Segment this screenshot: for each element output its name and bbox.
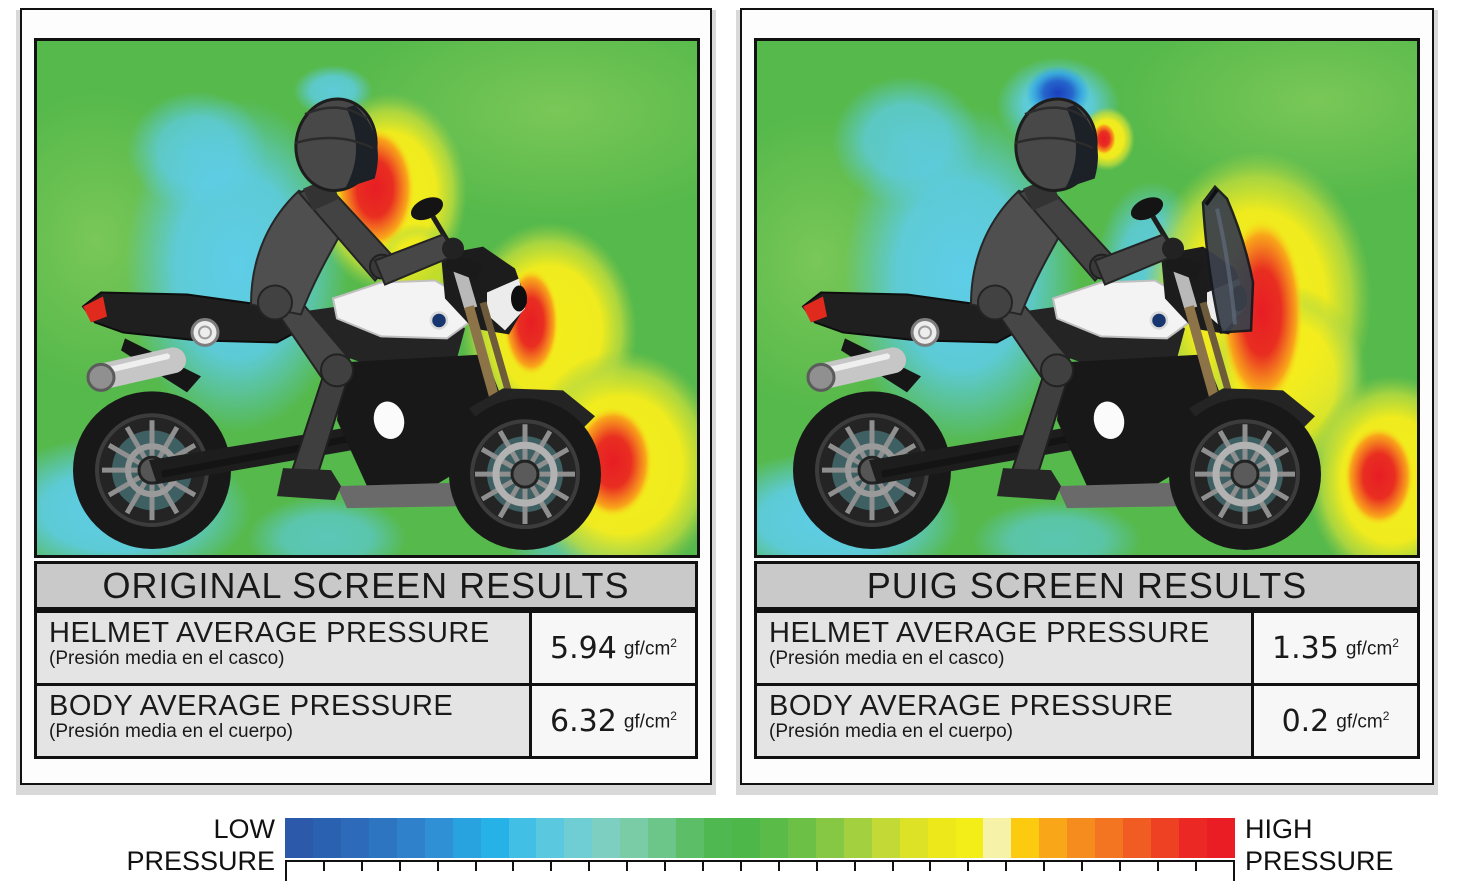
row-sublabel: (Presión media en el cuerpo)	[769, 720, 1013, 742]
pressure-value: 5.94	[550, 630, 617, 666]
panel-title-text: PUIG SCREEN RESULTS	[866, 564, 1308, 606]
results-table-puig: HELMET AVERAGE PRESSURE (Presión media e…	[754, 610, 1420, 759]
row-label: HELMET AVERAGE PRESSURE	[769, 617, 1210, 649]
pressure-value: 1.35	[1272, 630, 1339, 666]
row-label-cell: HELMET AVERAGE PRESSURE (Presión media e…	[37, 613, 529, 683]
pressure-unit: gf/cm2	[1336, 708, 1390, 733]
table-row: BODY AVERAGE PRESSURE (Presión media en …	[757, 683, 1417, 756]
row-sublabel: (Presión media en el casco)	[49, 647, 285, 669]
cfd-image-puig-icon	[757, 41, 1417, 555]
row-label-cell: BODY AVERAGE PRESSURE (Presión media en …	[37, 686, 529, 756]
table-row: HELMET AVERAGE PRESSURE (Presión media e…	[757, 610, 1417, 683]
pressure-value: 0.2	[1281, 703, 1330, 739]
scale-ruler	[285, 860, 1235, 882]
pressure-unit: gf/cm2	[623, 635, 677, 660]
row-sublabel: (Presión media en el casco)	[769, 647, 1005, 669]
pressure-map-puig	[754, 38, 1420, 558]
row-label: BODY AVERAGE PRESSURE	[769, 690, 1174, 722]
high-pressure-label: HIGH PRESSURE	[1245, 814, 1394, 876]
pressure-colorbar	[285, 818, 1235, 858]
row-value-cell: 0.2 gf/cm2	[1251, 686, 1417, 756]
panel-title-text: ORIGINAL SCREEN RESULTS	[102, 564, 630, 606]
panel-puig: PUIG SCREEN RESULTS HELMET AVERAGE PRESS…	[740, 8, 1434, 785]
row-value-cell: 5.94 gf/cm2	[529, 613, 695, 683]
panel-title-puig: PUIG SCREEN RESULTS	[754, 561, 1420, 610]
pressure-unit: gf/cm2	[1345, 635, 1399, 660]
results-table-original: HELMET AVERAGE PRESSURE (Presión media e…	[34, 610, 698, 759]
pressure-map-original	[34, 38, 700, 558]
pressure-value: 6.32	[550, 703, 617, 739]
row-label: BODY AVERAGE PRESSURE	[49, 690, 454, 722]
row-label-cell: HELMET AVERAGE PRESSURE (Presión media e…	[757, 613, 1251, 683]
low-pressure-label: LOW PRESSURE	[126, 814, 275, 876]
panel-original: ORIGINAL SCREEN RESULTS HELMET AVERAGE P…	[20, 8, 712, 785]
row-label: HELMET AVERAGE PRESSURE	[49, 617, 490, 649]
cfd-image-original-icon	[37, 41, 697, 555]
row-label-cell: BODY AVERAGE PRESSURE (Presión media en …	[757, 686, 1251, 756]
row-value-cell: 1.35 gf/cm2	[1251, 613, 1417, 683]
pressure-scale-legend: LOW PRESSURE HIGH PRESSURE	[0, 800, 1457, 887]
table-row: HELMET AVERAGE PRESSURE (Presión media e…	[37, 610, 695, 683]
row-value-cell: 6.32 gf/cm2	[529, 686, 695, 756]
row-sublabel: (Presión media en el cuerpo)	[49, 720, 293, 742]
panel-title-original: ORIGINAL SCREEN RESULTS	[34, 561, 698, 610]
pressure-unit: gf/cm2	[623, 708, 677, 733]
table-row: BODY AVERAGE PRESSURE (Presión media en …	[37, 683, 695, 756]
